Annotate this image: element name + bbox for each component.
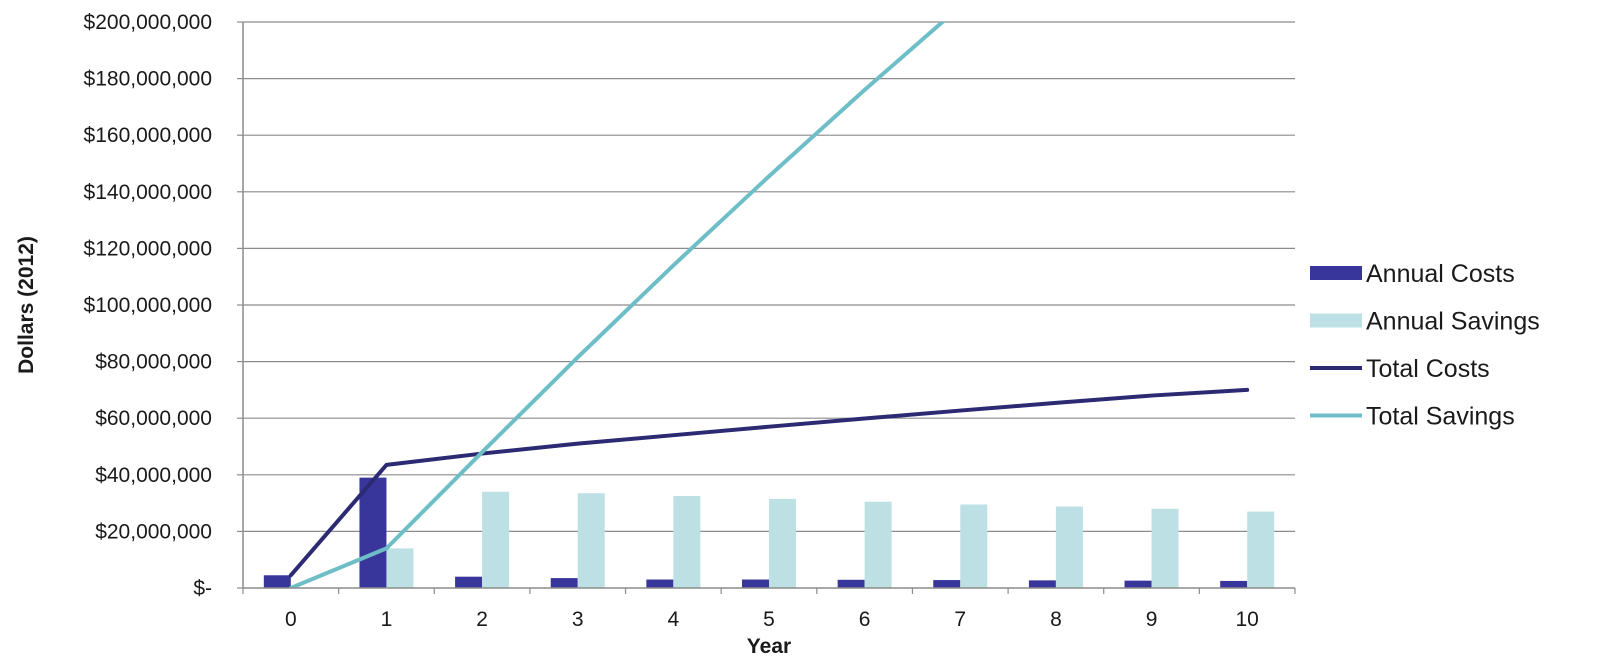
bar-annual-costs — [646, 579, 674, 588]
bar-annual-costs — [742, 579, 769, 588]
y-tick-label: $80,000,000 — [95, 351, 212, 374]
legend-swatch-annual-costs — [1310, 266, 1362, 280]
bar-annual-costs — [263, 575, 291, 588]
bar-annual-savings — [960, 504, 988, 588]
bar-annual-savings — [577, 493, 605, 588]
x-tick-label: 10 — [1236, 608, 1259, 631]
bar-annual-costs — [1028, 580, 1056, 588]
bars — [263, 477, 1275, 588]
y-tick-label: $160,000,000 — [84, 124, 212, 147]
legend-label-total-costs: Total Costs — [1366, 355, 1490, 383]
x-tick-label: 3 — [572, 608, 584, 631]
bar-annual-costs — [1220, 580, 1248, 588]
x-tick-label: 4 — [668, 608, 680, 631]
legend-label-annual-savings: Annual Savings — [1366, 308, 1540, 336]
x-tick-labels: 0 1 2 3 4 5 6 7 8 9 10 — [285, 608, 1259, 631]
y-tick-labels: $- $20,000,000 $40,000,000 $60,000,000 $80,0… — [84, 11, 212, 600]
y-tick-label: $- — [193, 577, 212, 600]
bar-annual-costs — [359, 477, 387, 588]
line-total-costs — [288, 387, 1250, 578]
x-tick-label: 7 — [954, 608, 966, 631]
bar-annual-savings — [386, 548, 414, 588]
legend-swatch-annual-savings — [1310, 313, 1362, 328]
y-tick-label: $180,000,000 — [84, 68, 212, 91]
y-tick-label: $200,000,000 — [84, 11, 212, 34]
bar-annual-costs — [1124, 580, 1152, 588]
line-total-savings — [288, 22, 946, 588]
gridlines — [237, 21, 1296, 594]
x-tick-label: 5 — [763, 608, 775, 631]
y-axis-title: Dollars (2012) — [15, 236, 38, 374]
bar-annual-costs — [837, 579, 865, 588]
legend-label-annual-costs: Annual Costs — [1366, 260, 1515, 288]
x-tick-label: 6 — [859, 608, 871, 631]
x-tick-label: 1 — [381, 608, 393, 631]
legend: Annual Costs Annual Savings Total Costs Tot… — [1310, 260, 1540, 431]
x-axis-title: Year — [747, 635, 791, 658]
x-tick-label: 9 — [1146, 608, 1158, 631]
bar-annual-savings — [769, 498, 796, 588]
y-tick-label: $60,000,000 — [95, 407, 212, 430]
bar-annual-costs — [550, 578, 578, 588]
bar-annual-savings — [482, 491, 510, 588]
bar-annual-costs — [933, 580, 961, 588]
y-tick-label: $100,000,000 — [84, 294, 212, 317]
bar-annual-savings — [864, 501, 892, 588]
y-tick-label: $120,000,000 — [84, 237, 212, 260]
y-tick-label: $140,000,000 — [84, 181, 212, 204]
bar-annual-savings — [673, 496, 701, 588]
y-tick-label: $20,000,000 — [95, 520, 212, 543]
bar-annual-savings — [1055, 506, 1083, 588]
legend-label-total-savings: Total Savings — [1366, 403, 1515, 431]
bar-annual-costs — [455, 576, 483, 588]
y-tick-label: $40,000,000 — [95, 464, 212, 487]
x-tick-label: 0 — [285, 608, 297, 631]
x-tick-label: 2 — [476, 608, 488, 631]
series-lines — [288, 22, 1250, 588]
bar-annual-savings — [1247, 511, 1275, 588]
bar-annual-savings — [1151, 508, 1179, 588]
x-tick-label: 8 — [1050, 608, 1062, 631]
